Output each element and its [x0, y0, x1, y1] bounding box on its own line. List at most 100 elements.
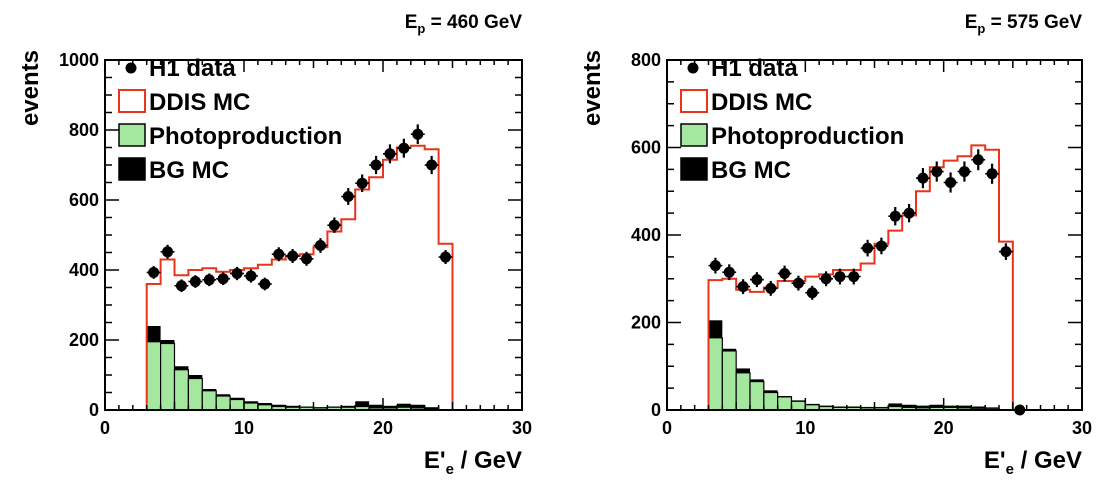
- h1-data-point: [244, 269, 258, 283]
- beam-energy-value: 575 GeV: [1007, 12, 1082, 33]
- beam-energy-eq: =: [985, 12, 1007, 33]
- y-tick-label: 400: [631, 225, 661, 245]
- h1-data-point: [327, 217, 342, 233]
- data-marker: [245, 270, 257, 282]
- h1-data-point: [285, 249, 300, 263]
- h1-data-point: [957, 161, 972, 182]
- x-axis: 0 10 20 30: [100, 60, 532, 438]
- beam-energy-eq: =: [425, 12, 447, 33]
- legend-ddis-swatch: [680, 89, 708, 113]
- data-marker: [440, 251, 452, 263]
- x-axis-subscript: e: [1006, 461, 1014, 478]
- data-marker: [917, 172, 929, 184]
- photoproduction-bar: [243, 402, 259, 411]
- h1-data-point: [833, 268, 847, 285]
- h1-data-point: [943, 172, 958, 193]
- beam-energy-symbol: E: [965, 12, 978, 33]
- legend-label-photoproduction: Photoproduction: [711, 123, 904, 150]
- h1-data-point: [341, 188, 356, 205]
- photoproduction-bar: [721, 350, 737, 411]
- h1-data-series: [708, 149, 1027, 416]
- data-marker: [301, 253, 313, 265]
- h1-data-point: [257, 277, 272, 291]
- h1-data-point: [369, 155, 383, 175]
- y-axis-label: events: [579, 50, 606, 126]
- legend-label-bg-mc: BG MC: [149, 157, 229, 184]
- data-marker: [314, 240, 326, 251]
- data-marker: [737, 281, 749, 293]
- h1-data-point: [188, 275, 203, 288]
- h1-data-point: [805, 285, 820, 300]
- legend: H1 data DDIS MC Photoproduction BG MC: [118, 55, 342, 184]
- y-tick-label: 600: [631, 138, 661, 158]
- photoproduction-bar: [201, 390, 217, 411]
- photoproduction-bar: [173, 369, 189, 411]
- photoproduction-histogram: [146, 341, 440, 411]
- photoproduction-bar: [215, 395, 231, 411]
- data-marker: [148, 266, 160, 278]
- data-marker: [370, 159, 382, 171]
- data-marker: [273, 248, 285, 260]
- x-axis-symbol: E': [984, 447, 1006, 474]
- h1-data-point: [410, 124, 425, 144]
- data-marker: [862, 242, 874, 254]
- data-marker: [1000, 246, 1012, 258]
- y-tick-label: 200: [69, 330, 99, 350]
- h1-data-point: [929, 161, 944, 182]
- h1-data-point: [424, 155, 439, 175]
- legend-label-ddis-mc: DDIS MC: [149, 89, 250, 116]
- photoproduction-bar: [707, 337, 723, 411]
- h1-data-point: [722, 264, 737, 281]
- beam-energy-symbol: E: [405, 12, 418, 33]
- beam-energy-label: Ep = 460 GeV: [405, 12, 523, 36]
- data-marker: [806, 287, 818, 299]
- x-axis-symbol: E': [424, 447, 446, 474]
- beam-energy-label: Ep = 575 GeV: [965, 12, 1083, 36]
- h1-data-point: [355, 174, 370, 192]
- x-axis-separator: /: [454, 447, 474, 474]
- x-tick-label: 20: [373, 418, 393, 438]
- photoproduction-bar: [790, 400, 806, 411]
- x-tick-label: 0: [662, 418, 672, 438]
- data-marker: [162, 246, 174, 258]
- h1-data-series: [146, 124, 453, 293]
- photoproduction-bar: [749, 380, 765, 411]
- x-axis-subscript: e: [446, 461, 454, 478]
- x-axis-label: E'e / GeV: [984, 447, 1082, 478]
- h1-data-point: [999, 243, 1013, 260]
- h1-data-point: [230, 266, 244, 281]
- data-marker: [426, 159, 438, 171]
- beam-energy-subscript: p: [977, 21, 985, 36]
- h1-data-point: [438, 250, 453, 265]
- legend-label-ddis-mc: DDIS MC: [711, 89, 812, 116]
- h1-data-point: [299, 251, 314, 266]
- data-marker: [931, 166, 943, 178]
- y-axis: 0 200 400 600 800 1000: [59, 50, 522, 420]
- legend: H1 data DDIS MC Photoproduction BG MC: [680, 55, 904, 184]
- data-marker: [889, 210, 901, 222]
- data-marker: [384, 148, 396, 160]
- h1-data-point: [271, 247, 286, 262]
- h1-data-point: [383, 144, 397, 164]
- legend-bg-swatch: [680, 157, 708, 181]
- data-marker: [259, 278, 271, 290]
- h1-data-point: [396, 138, 411, 158]
- x-tick-label: 10: [795, 418, 815, 438]
- x-axis: 0 10 20 30: [662, 60, 1092, 438]
- legend-label-h1-data: H1 data: [711, 55, 798, 82]
- h1-data-point: [888, 207, 903, 226]
- x-tick-label: 10: [234, 418, 254, 438]
- x-axis-unit: GeV: [474, 447, 522, 474]
- beam-energy-value: 460 GeV: [447, 12, 522, 33]
- legend-data-marker: [125, 62, 137, 74]
- data-marker: [412, 128, 424, 140]
- h1-data-point: [916, 168, 930, 189]
- y-tick-label: 0: [651, 400, 661, 420]
- h1-data-point: [216, 272, 231, 286]
- data-marker: [903, 207, 915, 219]
- h1-data-point: [146, 266, 161, 279]
- h1-data-point: [160, 244, 175, 259]
- h1-data-point: [708, 257, 723, 274]
- h1-data-point: [874, 237, 889, 255]
